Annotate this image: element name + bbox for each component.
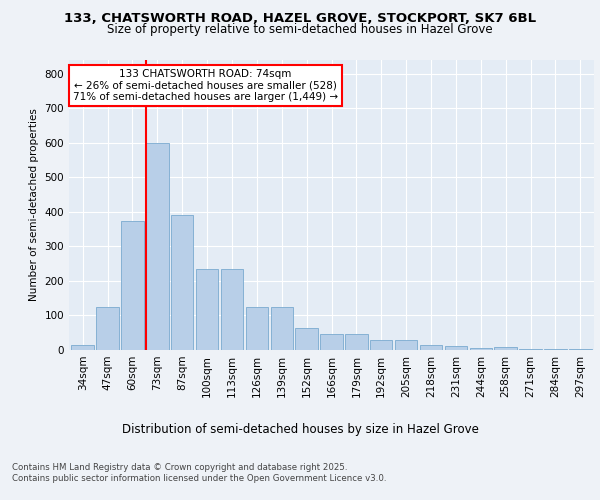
Bar	[395, 340, 418, 350]
Bar	[520, 349, 542, 350]
Bar	[171, 216, 193, 350]
Bar	[271, 307, 293, 350]
Text: Distribution of semi-detached houses by size in Hazel Grove: Distribution of semi-detached houses by …	[122, 422, 478, 436]
Bar	[71, 345, 94, 350]
Text: 133 CHATSWORTH ROAD: 74sqm
← 26% of semi-detached houses are smaller (528)
71% o: 133 CHATSWORTH ROAD: 74sqm ← 26% of semi…	[73, 68, 338, 102]
Bar	[221, 269, 243, 350]
Bar	[295, 328, 318, 350]
Y-axis label: Number of semi-detached properties: Number of semi-detached properties	[29, 108, 39, 302]
Bar	[97, 307, 119, 350]
Text: Contains public sector information licensed under the Open Government Licence v3: Contains public sector information licen…	[12, 474, 386, 483]
Text: 133, CHATSWORTH ROAD, HAZEL GROVE, STOCKPORT, SK7 6BL: 133, CHATSWORTH ROAD, HAZEL GROVE, STOCK…	[64, 12, 536, 26]
Bar	[370, 340, 392, 350]
Text: Contains HM Land Registry data © Crown copyright and database right 2025.: Contains HM Land Registry data © Crown c…	[12, 462, 347, 471]
Bar	[245, 307, 268, 350]
Bar	[470, 348, 492, 350]
Bar	[345, 334, 368, 350]
Bar	[121, 220, 143, 350]
Bar	[420, 345, 442, 350]
Text: Size of property relative to semi-detached houses in Hazel Grove: Size of property relative to semi-detach…	[107, 22, 493, 36]
Bar	[196, 269, 218, 350]
Bar	[320, 334, 343, 350]
Bar	[146, 143, 169, 350]
Bar	[544, 349, 566, 350]
Bar	[445, 346, 467, 350]
Bar	[494, 347, 517, 350]
Bar	[569, 349, 592, 350]
